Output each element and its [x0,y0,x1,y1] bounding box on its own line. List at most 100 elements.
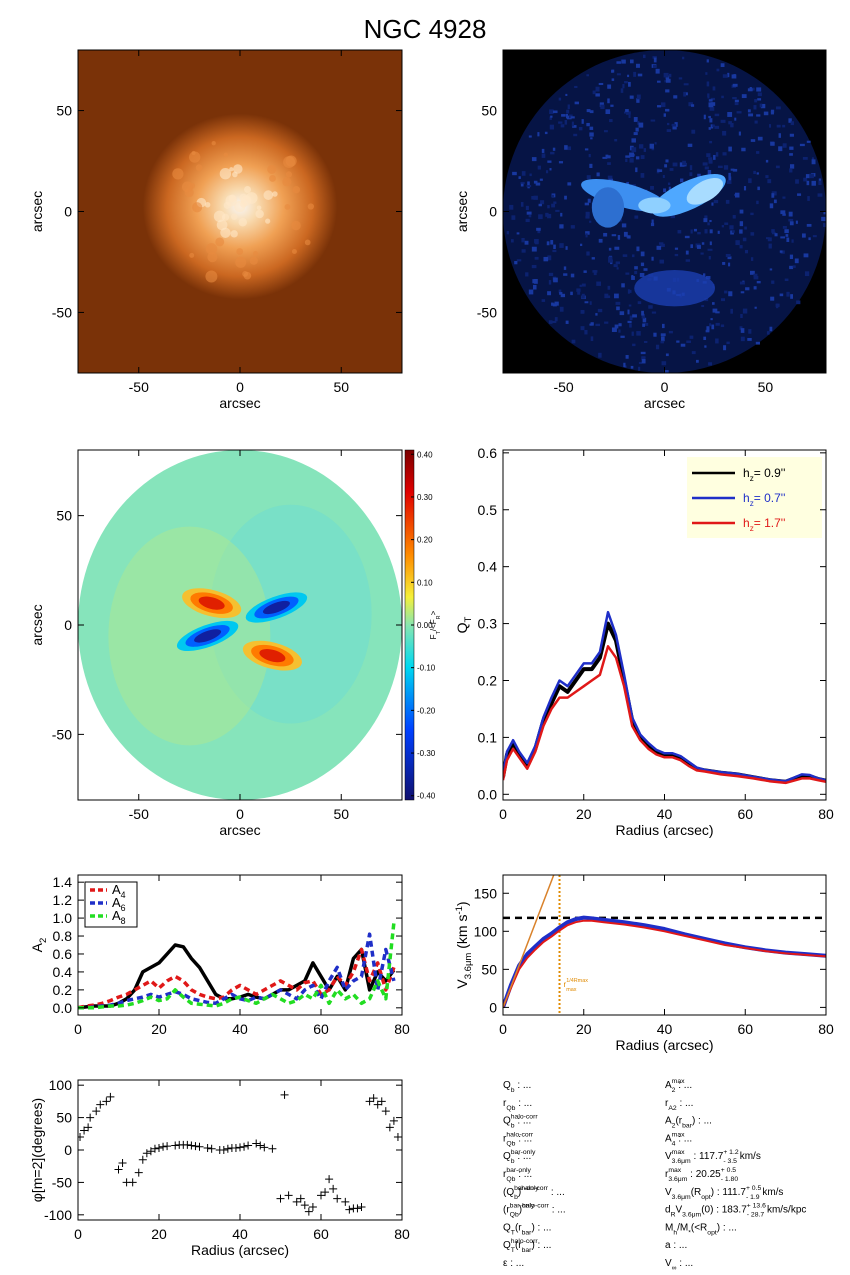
text-part: h [673,1229,677,1236]
noise [767,179,772,184]
y-tick-label: 0.4 [478,559,498,575]
noise [634,266,638,270]
noise [651,256,654,261]
x-tick-label: 50 [333,806,349,822]
parameter-line: rQb : ... [503,1098,532,1112]
noise [754,120,758,124]
noise [640,173,645,178]
text-part: -1 [454,906,465,914]
noise [586,109,591,113]
text-part: Qb [506,1105,515,1112]
noise [529,173,532,177]
noise [664,164,668,168]
noise [728,262,731,267]
text-part: (R [691,1187,702,1198]
noise [780,236,786,239]
noise [627,289,630,294]
point [92,1107,101,1116]
noise [727,256,732,260]
noise [660,102,666,108]
noise [564,195,567,200]
noise [627,74,630,78]
y-tick-label: 0.6 [53,946,73,962]
noise [626,181,629,186]
noise [685,92,688,96]
noise [705,275,711,280]
x-tick-label: 40 [657,806,673,822]
noise [563,266,567,270]
noise [689,335,694,339]
noise [548,280,552,285]
point [325,1175,334,1184]
noise [708,159,713,164]
noise [531,246,537,252]
point [357,1203,366,1212]
y-tick-label: -50 [52,726,72,742]
noise [686,340,691,343]
text-part: A [112,882,121,897]
noise [527,181,530,186]
noise [559,306,564,312]
noise [775,165,780,169]
point [114,1165,123,1174]
noise [693,228,697,232]
y-tick-label: 1.0 [53,910,73,926]
noise [748,178,752,184]
noise [588,153,591,158]
noise [733,74,736,79]
text-part: V [665,1151,672,1162]
noise [584,301,589,304]
noise [638,366,641,371]
noise [697,173,701,177]
noise [708,127,711,130]
noise [625,355,629,359]
noise [653,57,657,63]
noise [621,223,627,228]
noise [710,124,714,129]
noise [811,180,816,186]
noise [525,218,530,223]
noise [763,111,769,116]
legend-label: hz= 0.9'' [743,466,785,483]
text-part: (r [675,1116,682,1127]
noise [740,328,745,333]
noise [623,362,626,368]
noise [541,148,545,153]
noise [616,61,621,64]
noise [806,180,810,186]
noise [690,229,693,234]
noise [544,131,548,135]
text-part: - 1.80 [721,1176,739,1183]
y-tick-label: 0.5 [478,502,498,518]
series-line [503,875,555,1008]
parameter-line: A2(rbar) : ... [665,1116,712,1130]
noise [555,209,560,212]
noise [710,102,716,106]
y-tick-label: 1.4 [53,874,73,890]
point [308,1203,317,1212]
noise [631,275,635,280]
noise [611,78,615,81]
x-axis-label: Radius (arcsec) [615,822,713,838]
noise [709,140,713,144]
galaxy-clump [255,209,264,219]
x-tick-label: 20 [576,1021,592,1037]
galaxy-clump [285,171,293,178]
text-part: A [665,1080,672,1091]
panel: 0 20 40 60 80 -100 -50 0 50 100 Radius (arcsec) φ[m… [29,1077,410,1258]
noise [596,281,602,286]
point [385,1123,394,1132]
colorbar-tick-label: 0.00 [417,621,433,630]
series-line [503,610,826,783]
noise [638,361,643,365]
noise [770,109,775,113]
text-part: ∞ [672,1265,677,1272]
noise [553,110,558,114]
noise [756,151,760,154]
noise [771,280,775,284]
noise [780,250,785,254]
noise [625,155,631,158]
text-part: (Q [503,1187,514,1198]
noise [660,340,664,344]
text-part: ) [519,1205,522,1216]
